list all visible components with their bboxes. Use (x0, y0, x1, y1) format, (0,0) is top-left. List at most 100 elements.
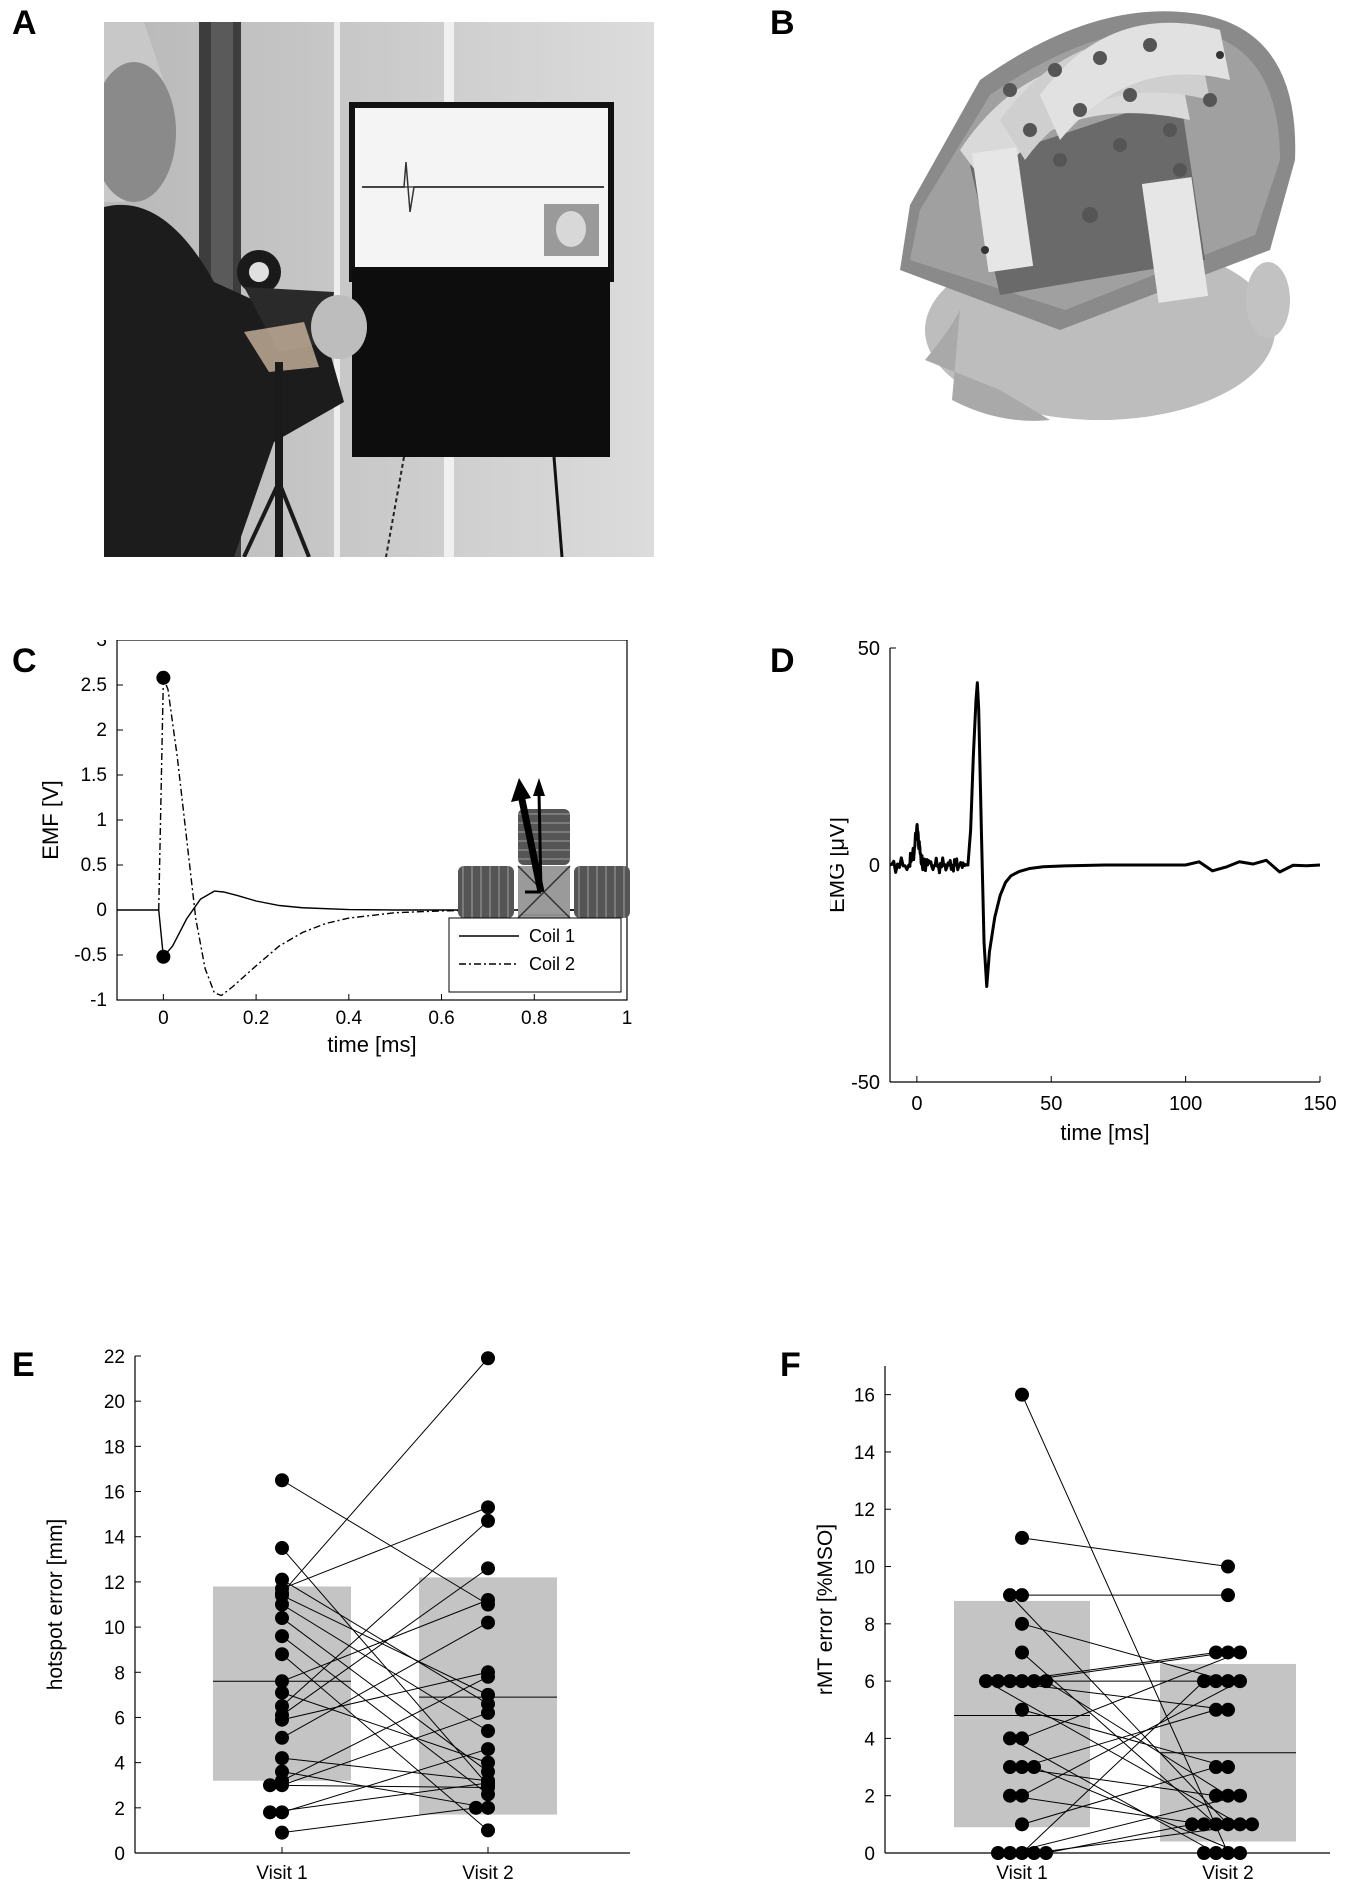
chart-f-pair-line (1021, 1709, 1229, 1768)
chart-f-point-visit1 (991, 1674, 1005, 1689)
chart-e-ytick-label: 10 (104, 1618, 125, 1639)
chart-e-point-visit2 (481, 1742, 495, 1757)
chart-e-point-visit2 (481, 1775, 495, 1790)
chart-f-point-visit2 (1209, 1788, 1223, 1803)
chart-f-point-visit1 (1039, 1674, 1053, 1689)
chart-e-ytick-label: 4 (114, 1754, 125, 1775)
inset-field-arrow-head (511, 778, 531, 802)
chart-e-ytick-label: 22 (104, 1347, 125, 1368)
chart-d-xtick-label: 0 (911, 1093, 922, 1115)
chart-e-pair-line (281, 1671, 489, 1721)
chart-e-point-visit2 (481, 1705, 495, 1720)
chart-e-pair-line (281, 1635, 489, 1795)
chart-c-ytick-label: 1.5 (81, 765, 107, 786)
chart-f-point-visit2 (1245, 1817, 1259, 1832)
chart-c-xtick-label: 0.6 (428, 1008, 454, 1029)
chart-e-pair-line (281, 1692, 489, 1764)
chart-f-point-visit2 (1221, 1674, 1235, 1689)
inset-field-arrow-head (533, 778, 545, 796)
head-coil-render (900, 11, 1296, 421)
chart-e-point-visit1 (275, 1805, 289, 1820)
chart-e-pair-line (281, 1604, 489, 1732)
chart-f-point-visit1 (1003, 1846, 1017, 1860)
panel-letter-c: C (12, 642, 37, 680)
chart-f-point-visit2 (1221, 1559, 1235, 1574)
chart-c-ytick-label: 0 (96, 900, 107, 921)
chart-e-ytick-label: 14 (104, 1528, 126, 1549)
chart-d-xtick-label: 100 (1169, 1093, 1202, 1115)
chart-e-pair-line (281, 1676, 489, 1782)
chart-e-pair-line (281, 1595, 489, 1696)
chart-e-ytick-label: 8 (114, 1663, 125, 1684)
panel-letter-b: B (770, 4, 795, 42)
chart-e-ytick-label: 2 (114, 1799, 125, 1820)
chart-c-legend-box (448, 917, 622, 993)
chart-f-pair-line (1033, 1766, 1241, 1854)
inset-field-arrow (516, 789, 545, 893)
chart-c-ytick-label: -1 (90, 990, 107, 1011)
chart-d-ylabel: EMG [μV] (830, 817, 849, 913)
chart-c-ytick-label: 2.5 (81, 675, 107, 696)
chart-f-ytick-label: 6 (864, 1672, 875, 1693)
chart-f-point-visit1 (1015, 1760, 1029, 1775)
chart-e-ytick-label: 6 (114, 1708, 125, 1729)
lab-photo (104, 22, 654, 557)
chart-e-point-visit1 (275, 1629, 289, 1644)
chart-c-legend-label: Coil 2 (529, 954, 575, 974)
chart-e-point-visit1 (275, 1473, 289, 1488)
chart-c-ytick-label: 3 (96, 640, 107, 651)
chart-f-point-visit1 (1015, 1846, 1029, 1860)
chart-f-ylabel: rMT error [%MSO] (814, 1524, 837, 1695)
chart-f-point-visit2 (1233, 1674, 1247, 1689)
chart-f-pair-line (985, 1680, 1241, 1825)
chart-f-point-visit1 (991, 1846, 1005, 1860)
chart-f-point-visit1 (1003, 1760, 1017, 1775)
chart-c-legend-label: Coil 1 (529, 926, 575, 946)
chart-e-point-visit2 (481, 1755, 495, 1770)
chart-e-pair-line (281, 1506, 489, 1590)
chart-c-xtick-label: 0.4 (336, 1008, 363, 1029)
chart-f-point-visit2 (1221, 1788, 1235, 1803)
chart-e-pair-line (281, 1771, 489, 1809)
chart-e-point-visit2 (481, 1687, 495, 1702)
chart-c-marker (156, 949, 171, 964)
chart-f-pair-line (1021, 1623, 1229, 1682)
chart-e-point-visit2 (481, 1513, 495, 1528)
chart-e-point-visit1 (275, 1597, 289, 1612)
operator-head (104, 62, 176, 202)
panel-letter-f: F (780, 1346, 801, 1384)
chart-d-emg: 0 50 100 150 -50 0 50 time [ms] EMG [μV] (830, 640, 1337, 1145)
chart-e-ytick-label: 18 (104, 1437, 125, 1458)
chart-f-point-visit1 (1027, 1674, 1041, 1689)
chart-c-xlabel: time [ms] (327, 1032, 416, 1057)
chart-f-point-visit1 (1015, 1788, 1029, 1803)
chart-f-pair-line (1009, 1795, 1241, 1854)
inset-coil-right (574, 866, 630, 918)
chart-e-pair-line (281, 1622, 489, 1739)
chart-f-point-visit1 (1015, 1731, 1029, 1746)
chart-f-point-visit2 (1209, 1702, 1223, 1717)
chart-f-pair-line (1021, 1394, 1229, 1854)
chart-e-point-visit2 (481, 1592, 495, 1607)
chart-f-pair-line (1021, 1680, 1241, 1797)
chart-c-xtick-label: 0.8 (521, 1008, 547, 1029)
chart-e-ytick-label: 12 (104, 1573, 125, 1594)
chart-e-point-visit1 (275, 1647, 289, 1662)
chart-e-point-visit1 (275, 1778, 289, 1793)
chart-c-xtick-label: 0.2 (243, 1008, 269, 1029)
chart-e-point-visit2 (481, 1823, 495, 1838)
chart-f-ytick-label: 0 (864, 1844, 875, 1865)
chart-d-ytick-label: -50 (851, 1072, 880, 1094)
chart-f-ytick-label: 2 (864, 1787, 875, 1808)
chart-e-pair-line (281, 1653, 489, 1831)
chart-e-pair-line (281, 1617, 489, 1773)
inset-coil-left (458, 866, 514, 918)
chart-f-point-visit1 (1003, 1788, 1017, 1803)
chart-f-point-visit2 (1209, 1760, 1223, 1775)
chart-f-point-visit2 (1233, 1846, 1247, 1860)
chart-e-point-visit1 (275, 1674, 289, 1689)
chart-e-pair-line (281, 1357, 489, 1594)
chart-f-point-visit2 (1209, 1674, 1223, 1689)
chart-e-point-visit2 (481, 1561, 495, 1576)
chart-f-pair-line (1045, 1823, 1193, 1854)
